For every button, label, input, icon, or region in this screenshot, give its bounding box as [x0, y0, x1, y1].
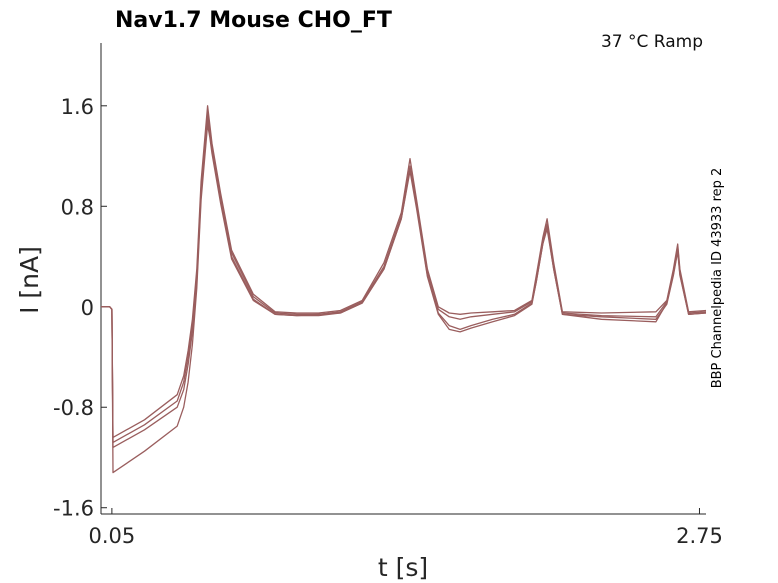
x-tick-label: 0.05 — [88, 524, 135, 548]
y-tick-label: 0.8 — [61, 195, 94, 219]
traces — [101, 105, 707, 474]
x-axis-label: t [s] — [378, 553, 428, 582]
x-ticks: 0.05 2.75 — [88, 508, 723, 548]
y-tick-label: 0 — [81, 296, 94, 320]
y-tick-label: -0.8 — [53, 396, 94, 420]
y-tick-label: 1.6 — [61, 95, 94, 119]
condition-label: 37 °C Ramp — [601, 32, 703, 52]
y-tick-label: -1.6 — [53, 497, 94, 521]
y-axis-label: I [nA] — [15, 246, 44, 314]
trace-line-2 — [101, 111, 707, 444]
trace-line-1 — [101, 105, 707, 439]
chart-title: Nav1.7 Mouse CHO_FT — [115, 8, 392, 33]
x-tick-label: 2.75 — [676, 524, 723, 548]
trace-line-3 — [101, 117, 707, 449]
trace-line-4 — [101, 123, 707, 474]
y-ticks: -1.6 -0.8 0 0.8 1.6 — [53, 95, 107, 521]
channelpedia-id-label: BBP Channelpedia ID 43933 rep 2 — [710, 168, 725, 389]
